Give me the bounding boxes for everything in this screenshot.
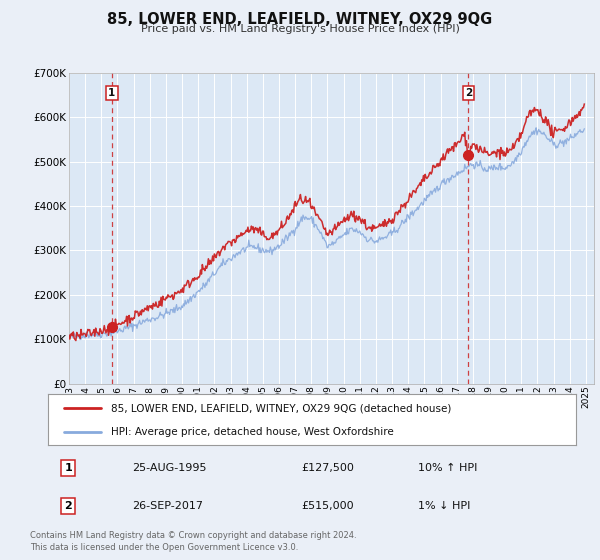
Text: 25-AUG-1995: 25-AUG-1995 [133,463,207,473]
Text: Contains HM Land Registry data © Crown copyright and database right 2024.
This d: Contains HM Land Registry data © Crown c… [30,531,356,552]
Text: 10% ↑ HPI: 10% ↑ HPI [418,463,477,473]
Text: 26-SEP-2017: 26-SEP-2017 [133,501,203,511]
Text: 2: 2 [64,501,72,511]
Text: Price paid vs. HM Land Registry's House Price Index (HPI): Price paid vs. HM Land Registry's House … [140,24,460,34]
Text: 2: 2 [465,88,472,98]
Text: 1% ↓ HPI: 1% ↓ HPI [418,501,470,511]
Text: £515,000: £515,000 [301,501,354,511]
Text: HPI: Average price, detached house, West Oxfordshire: HPI: Average price, detached house, West… [112,427,394,437]
Text: 1: 1 [64,463,72,473]
Text: 85, LOWER END, LEAFIELD, WITNEY, OX29 9QG: 85, LOWER END, LEAFIELD, WITNEY, OX29 9Q… [107,12,493,27]
Text: £127,500: £127,500 [301,463,355,473]
Text: 85, LOWER END, LEAFIELD, WITNEY, OX29 9QG (detached house): 85, LOWER END, LEAFIELD, WITNEY, OX29 9Q… [112,403,452,413]
Text: 1: 1 [108,88,115,98]
